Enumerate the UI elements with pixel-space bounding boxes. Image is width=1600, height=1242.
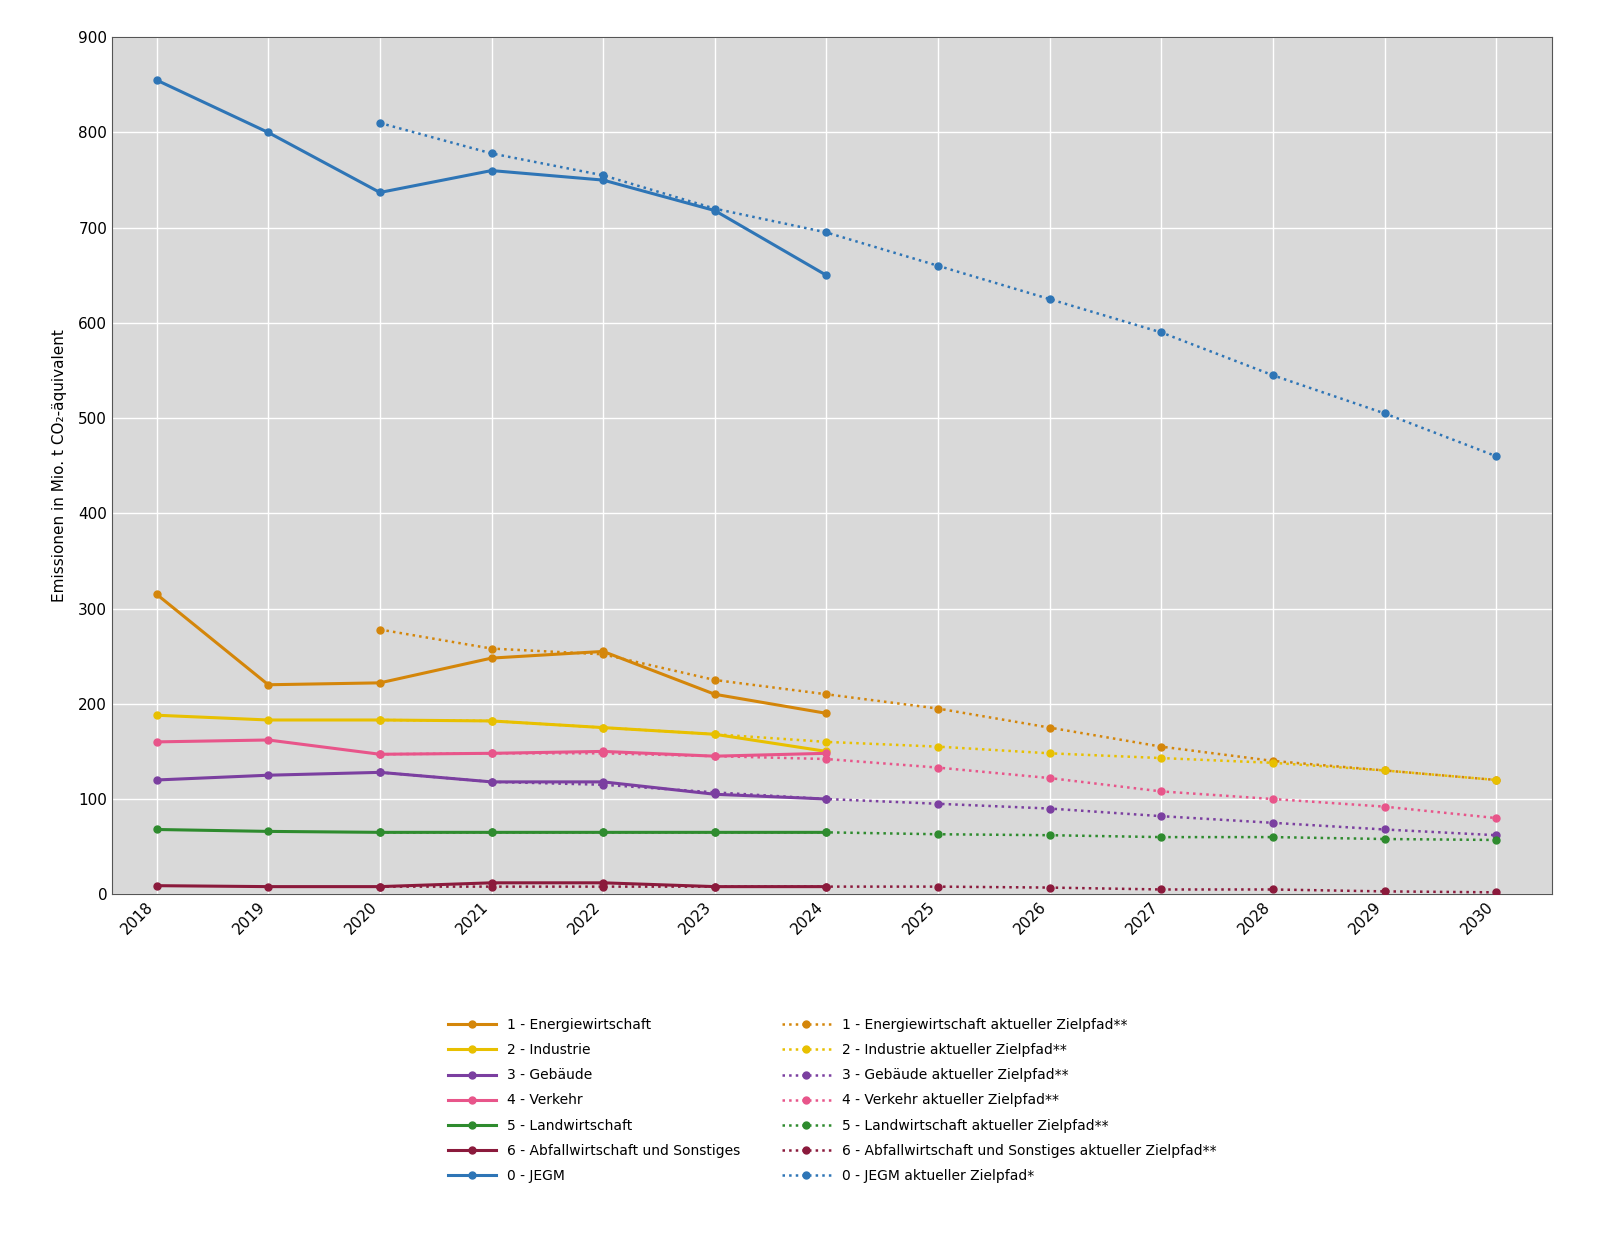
Legend: 1 - Energiewirtschaft, 2 - Industrie, 3 - Gebäude, 4 - Verkehr, 5 - Landwirtscha: 1 - Energiewirtschaft, 2 - Industrie, 3 …	[442, 1012, 1222, 1189]
Y-axis label: Emissionen in Mio. t CO₂-äquivalent: Emissionen in Mio. t CO₂-äquivalent	[53, 329, 67, 602]
